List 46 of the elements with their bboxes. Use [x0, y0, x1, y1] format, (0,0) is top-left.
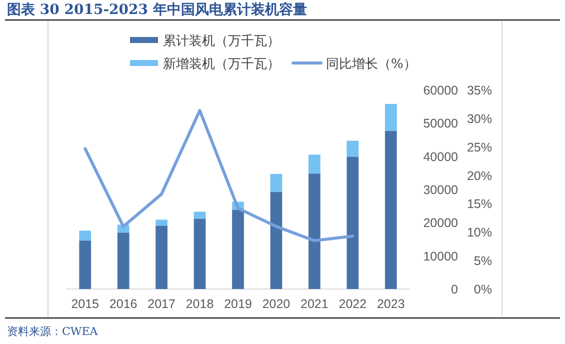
bar: [232, 210, 244, 289]
bar: [194, 212, 206, 219]
line-series: [84, 108, 354, 242]
bar: [308, 174, 320, 289]
x-tick-label: 2020: [262, 297, 290, 311]
legend-label: 同比增长（%）: [326, 57, 416, 72]
y-tick-label: 50000: [423, 116, 458, 131]
y-tick-label: 30000: [423, 183, 458, 197]
y2-tick-label: 15%: [466, 197, 492, 212]
bar: [270, 192, 282, 289]
bar: [194, 218, 206, 289]
y-tick-label: 20000: [423, 216, 458, 230]
x-tick-label: 2017: [148, 297, 176, 311]
x-tick-label: 2016: [109, 297, 138, 311]
y-tick-label: 40000: [423, 150, 458, 164]
y2-tick-label: 10%: [466, 226, 492, 240]
bar: [156, 226, 168, 289]
y2-tick-label: 35%: [466, 84, 492, 98]
bar: [346, 156, 359, 289]
y-tick-label: 0: [451, 282, 458, 296]
x-tick-label: 2015: [71, 297, 100, 311]
chart-title: 图表 30 2015-2023 年中国风电累计装机容量: [7, 1, 307, 18]
y-tick-label: 10000: [423, 249, 458, 264]
bar: [156, 220, 168, 226]
y2-tick-label: 0%: [474, 282, 492, 296]
text: 资料来源：CWEA: [7, 325, 99, 338]
x-tick-label: 2023: [376, 297, 405, 311]
bar: [270, 174, 282, 192]
bar: [384, 104, 397, 131]
x-tick-label: 2021: [300, 297, 328, 311]
bar: [117, 232, 130, 289]
bar: [308, 154, 320, 174]
bar: [79, 230, 92, 241]
legend-label: 新增装机（万千瓦）: [163, 57, 280, 72]
x-tick-label: 2019: [224, 297, 252, 311]
bar: [346, 140, 359, 157]
bar: [384, 130, 397, 289]
x-tick-label: 2018: [186, 297, 214, 311]
y2-tick-label: 20%: [466, 168, 492, 183]
y-tick-label: 60000: [423, 84, 458, 98]
y2-tick-label: 25%: [466, 140, 492, 154]
y2-tick-label: 5%: [474, 254, 492, 268]
y2-tick-label: 30%: [466, 112, 492, 126]
x-tick-label: 2022: [338, 297, 367, 311]
bar: [79, 240, 92, 289]
legend-label: 累计装机（万千瓦）: [163, 34, 280, 49]
